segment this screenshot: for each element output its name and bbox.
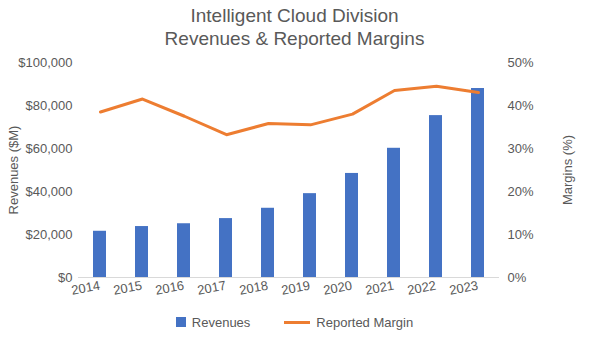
svg-text:2019: 2019 <box>280 278 311 298</box>
svg-text:2017: 2017 <box>196 278 227 298</box>
svg-text:2016: 2016 <box>154 278 185 298</box>
svg-text:50%: 50% <box>508 55 534 70</box>
svg-text:$40,000: $40,000 <box>26 184 73 199</box>
svg-text:Margins (%): Margins (%) <box>560 135 575 205</box>
svg-text:$100,000: $100,000 <box>18 55 72 70</box>
svg-text:40%: 40% <box>508 98 534 113</box>
svg-text:$60,000: $60,000 <box>26 141 73 156</box>
svg-text:2015: 2015 <box>112 278 143 298</box>
svg-text:30%: 30% <box>508 141 534 156</box>
svg-text:2021: 2021 <box>364 278 395 298</box>
svg-text:2023: 2023 <box>448 278 479 298</box>
svg-text:2014: 2014 <box>70 278 101 298</box>
svg-text:10%: 10% <box>508 227 534 242</box>
svg-text:20%: 20% <box>508 184 534 199</box>
svg-text:2022: 2022 <box>406 278 437 298</box>
html-text:Intelligent Cloud Division: Intelligent Cloud Division <box>190 5 399 26</box>
svg-text:Revenues ($M): Revenues ($M) <box>6 126 21 215</box>
html-text:Revenues & Reported Margins: Revenues & Reported Margins <box>164 28 425 49</box>
svg-text:0%: 0% <box>508 270 527 285</box>
svg-text:$20,000: $20,000 <box>26 227 73 242</box>
svg-text:2020: 2020 <box>322 278 353 298</box>
svg-text:2018: 2018 <box>238 278 269 298</box>
html-text:Reported Margin: Reported Margin <box>316 314 414 330</box>
svg-text:$80,000: $80,000 <box>26 98 73 113</box>
html-text:Revenues: Revenues <box>191 314 251 330</box>
svg-text:$0: $0 <box>58 269 73 285</box>
